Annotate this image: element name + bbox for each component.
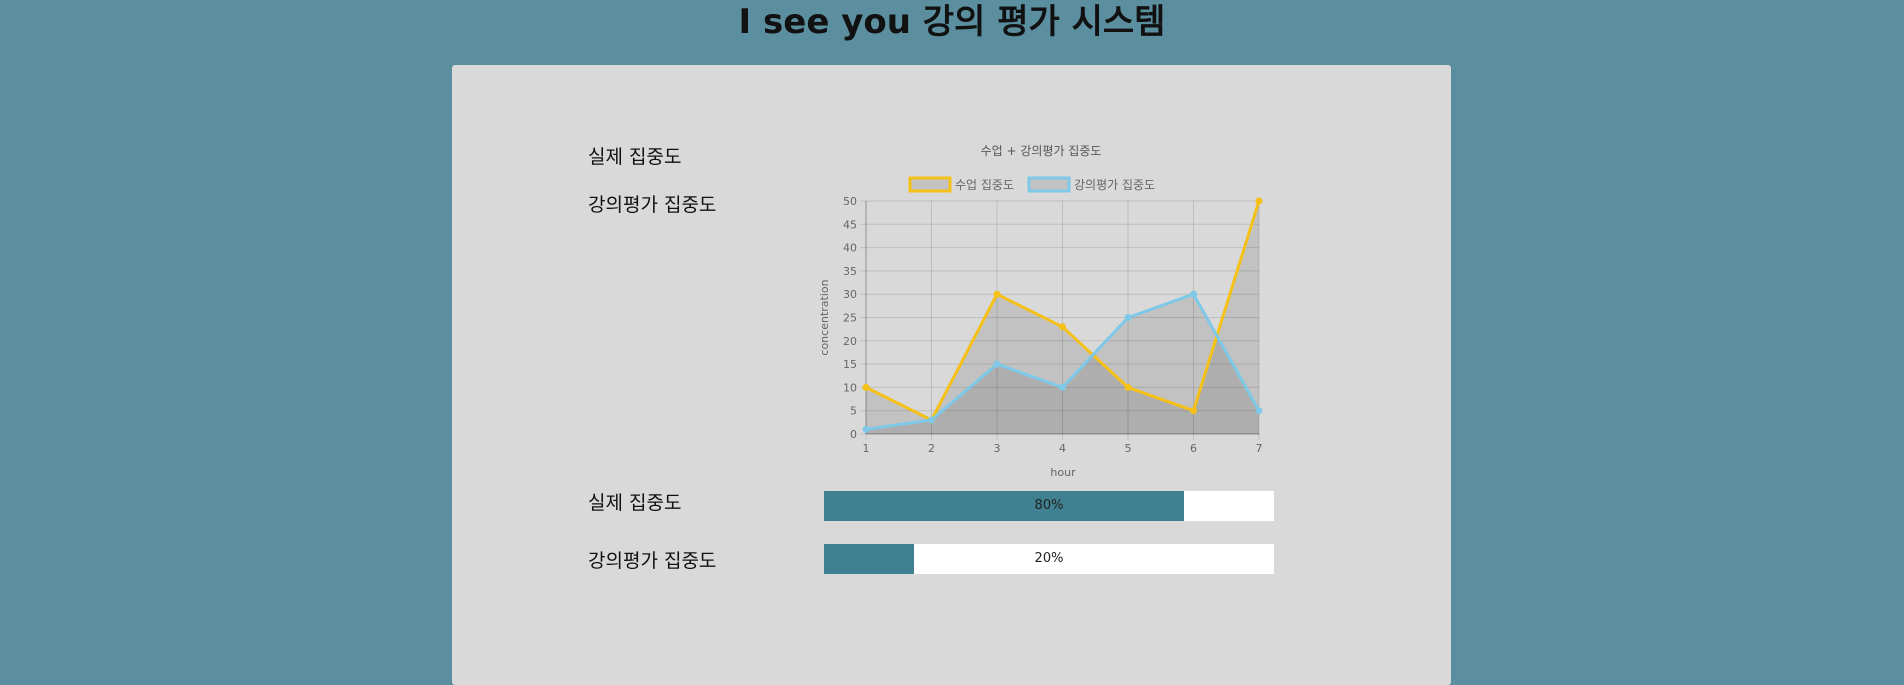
page-title: I see you 강의 평가 시스템 [738, 2, 1166, 42]
eval-focus-progress-bar: 20% [824, 544, 1274, 574]
legend-label-series-1[interactable]: 수업 집중도 [955, 178, 1014, 192]
data-point-series-2 [1124, 314, 1132, 321]
chart-svg: 수업 + 강의평가 집중도 수업 집중도 강의평가 집중도 0510152025… [818, 144, 1263, 479]
legend-swatch-series-1[interactable] [908, 176, 952, 193]
data-point-series-2 [1059, 383, 1066, 391]
y-tick-label: 5 [850, 405, 857, 418]
data-point-series-1 [1190, 407, 1197, 415]
data-point-series-1 [993, 290, 1001, 298]
real-focus-progress-text: 80% [1034, 498, 1064, 513]
x-tick-label: 6 [1190, 442, 1197, 455]
eval-focus-progress-fill [824, 544, 914, 574]
y-tick-label: 30 [843, 288, 857, 301]
x-tick-label: 1 [863, 442, 870, 455]
chart-legend: 수업 집중도 강의평가 집중도 [908, 176, 1155, 193]
real-focus-label-top: 실제 집중도 [588, 146, 682, 168]
y-tick-label: 35 [843, 265, 857, 278]
series-area-1 [866, 201, 1259, 434]
focus-line-chart: 수업 + 강의평가 집중도 수업 집중도 강의평가 집중도 0 5 10 15 20 25… [818, 140, 1278, 485]
x-tick-label: 7 [1256, 442, 1263, 455]
data-point-series-1 [1124, 383, 1132, 391]
real-focus-label-bottom: 실제 집중도 [588, 492, 682, 514]
y-tick-label: 0 [850, 428, 857, 441]
data-point-series-2 [928, 416, 935, 424]
real-focus-progress-fill [824, 491, 1184, 521]
y-tick-label: 10 [843, 381, 857, 394]
y-axis-label: concentration [818, 279, 831, 355]
chart-x-ticks: 1 2 3 4 5 6 7 [863, 442, 1263, 455]
data-point-series-2 [1190, 290, 1197, 298]
y-tick-label: 20 [843, 335, 857, 348]
x-tick-label: 5 [1125, 442, 1132, 455]
x-tick-label: 2 [928, 442, 935, 455]
data-point-series-2 [862, 425, 870, 433]
legend-swatch-series-2[interactable] [1027, 176, 1071, 193]
data-point-series-1 [1059, 323, 1066, 331]
chart-grid [860, 200, 1260, 440]
eval-focus-label-top: 강의평가 집중도 [588, 194, 717, 216]
data-point-series-1 [1255, 197, 1263, 205]
data-point-series-1 [862, 383, 870, 391]
data-point-series-2 [993, 360, 1001, 368]
y-tick-label: 15 [843, 358, 857, 371]
eval-focus-label-bottom: 강의평가 집중도 [588, 550, 717, 572]
eval-focus-progress-text: 20% [1034, 551, 1064, 566]
legend-label-series-2[interactable]: 강의평가 집중도 [1074, 178, 1155, 192]
real-focus-progress-bar: 80% [824, 491, 1274, 521]
y-tick-label: 50 [843, 195, 857, 208]
chart-points [862, 197, 1263, 433]
y-tick-label: 45 [843, 218, 857, 231]
data-point-series-2 [1255, 407, 1263, 415]
y-tick-label: 25 [843, 312, 857, 325]
x-tick-label: 4 [1059, 442, 1066, 455]
chart-title: 수업 + 강의평가 집중도 [981, 144, 1102, 158]
y-tick-label: 40 [843, 242, 857, 255]
chart-y-ticks: 0 5 10 15 20 25 30 35 40 45 50 [843, 195, 857, 441]
x-axis-label: hour [1050, 466, 1076, 479]
content-panel [452, 65, 1451, 685]
x-tick-label: 3 [994, 442, 1001, 455]
